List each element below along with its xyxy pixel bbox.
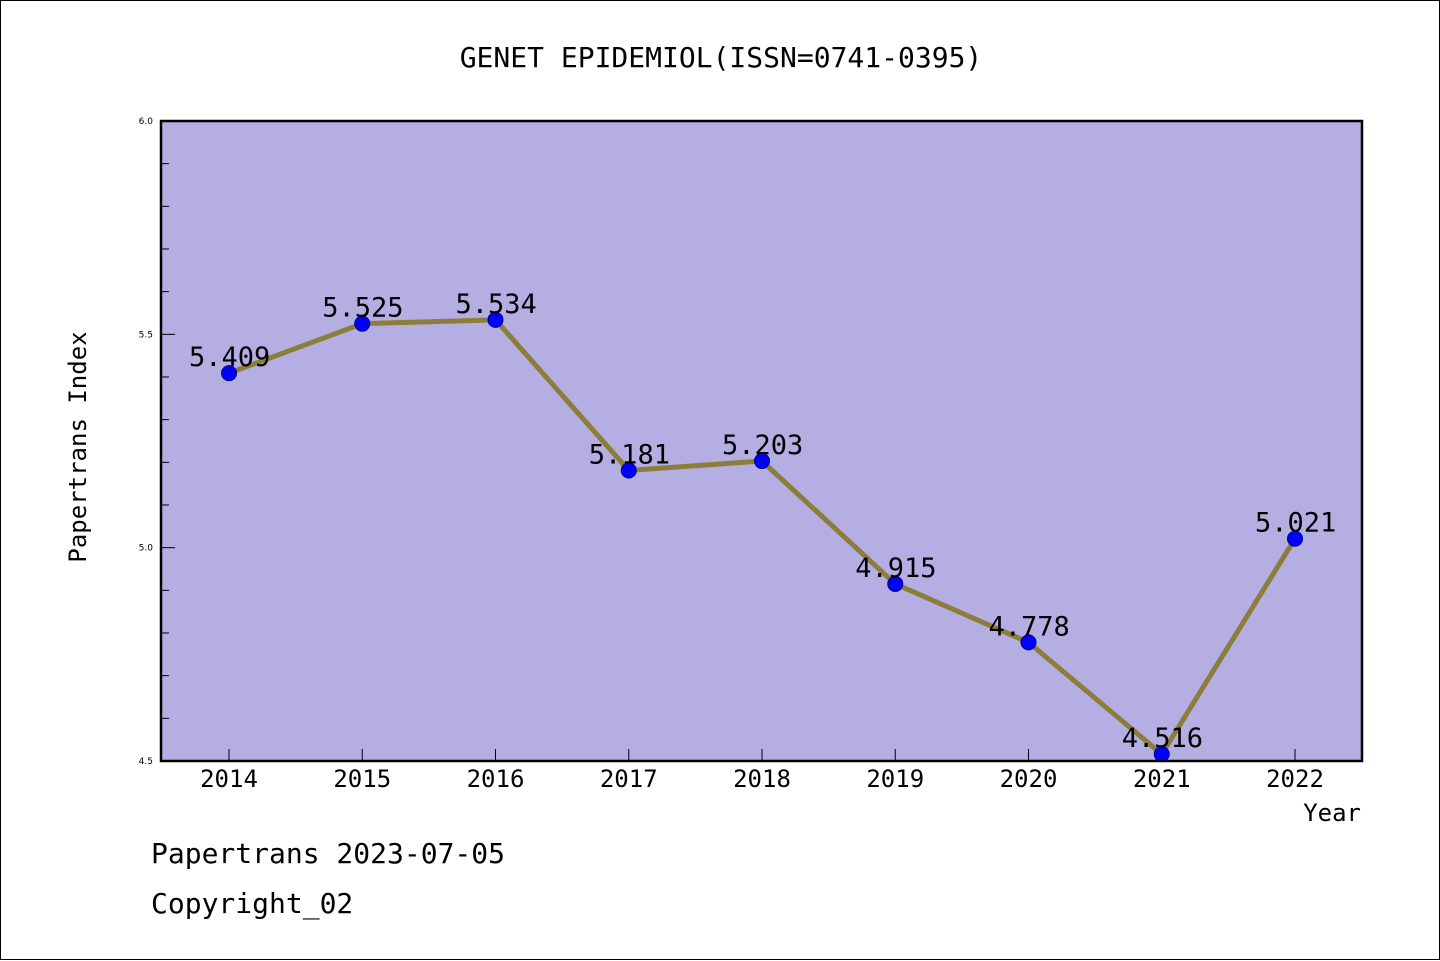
data-label: 5.181 — [589, 439, 670, 470]
data-labels: 5.409 5.525 5.534 5.181 5.203 4.915 4.778 4.516… — [189, 289, 1336, 754]
data-label: 5.409 — [189, 342, 270, 373]
data-label: 4.915 — [855, 553, 936, 584]
y-tick-label: 6.0 — [139, 117, 154, 127]
data-point — [1020, 634, 1037, 651]
y-tick-label: 5.5 — [139, 330, 153, 340]
y-tick-label: 4.5 — [139, 757, 153, 767]
plot-area — [161, 121, 1362, 761]
x-tick-label: 2014 — [200, 765, 258, 793]
x-tick-label: 2020 — [1000, 765, 1058, 793]
data-label: 4.516 — [1122, 723, 1203, 754]
x-axis: 2014 2015 2016 2017 2018 2019 2020 2021 2022 — [200, 749, 1324, 793]
data-point — [221, 365, 237, 382]
data-point — [887, 575, 904, 592]
plot-border — [159, 119, 1364, 763]
footer-copyright: Copyright_02 — [151, 887, 354, 920]
data-label: 4.778 — [989, 611, 1070, 642]
x-tick-label: 2022 — [1266, 765, 1324, 793]
x-tick-label: 2015 — [333, 765, 391, 793]
data-point — [754, 453, 770, 470]
data-point — [354, 315, 371, 332]
y-tick-label: 5.0 — [139, 544, 154, 554]
x-tick-label: 2019 — [866, 765, 924, 793]
data-point — [620, 462, 637, 479]
y-axis: 4.5 5.0 5.5 6.0 — [139, 117, 175, 767]
chart-title: GENET EPIDEMIOL(ISSN=0741-0395) — [460, 41, 983, 74]
x-tick-label: 2021 — [1133, 765, 1191, 793]
y-axis-label: Papertrans Index — [64, 331, 92, 562]
data-point — [1287, 530, 1303, 547]
data-label: 5.534 — [456, 289, 537, 320]
data-points — [221, 311, 1303, 763]
data-label: 5.021 — [1255, 508, 1336, 539]
data-point — [487, 311, 504, 328]
x-tick-label: 2018 — [733, 765, 791, 793]
data-label: 5.203 — [722, 430, 803, 461]
x-axis-label: Year — [1303, 799, 1361, 827]
x-tick-label: 2017 — [600, 765, 658, 793]
x-tick-label: 2016 — [467, 765, 525, 793]
footer-source: Papertrans 2023-07-05 — [151, 837, 506, 870]
data-label: 5.525 — [322, 293, 403, 324]
